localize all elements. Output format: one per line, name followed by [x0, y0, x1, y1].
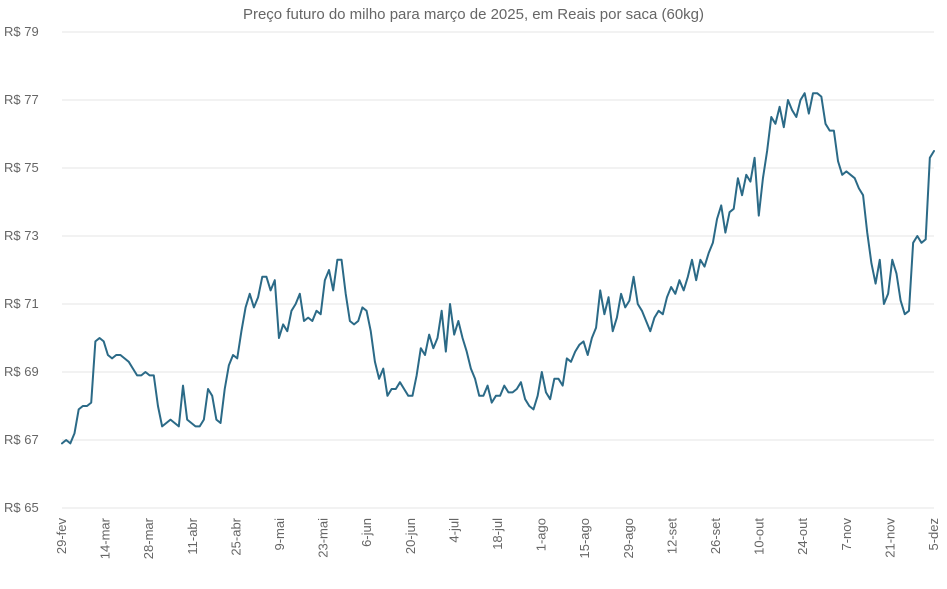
x-tick-label: 1-ago — [534, 518, 549, 551]
x-tick: 26-set — [708, 518, 723, 555]
x-tick-label: 23-mai — [316, 518, 331, 558]
x-tick: 14-mar — [98, 517, 113, 559]
price-series-line — [62, 93, 934, 443]
x-tick-label: 29-fev — [54, 518, 69, 555]
x-tick: 18-jul — [490, 518, 505, 550]
y-tick-label: R$ 79 — [4, 24, 39, 39]
y-tick-label: R$ 75 — [4, 160, 39, 175]
x-tick-label: 4-jul — [446, 518, 461, 543]
x-tick: 15-ago — [577, 518, 592, 558]
y-tick-label: R$ 67 — [4, 432, 39, 447]
y-tick-label: R$ 73 — [4, 228, 39, 243]
x-tick-label: 26-set — [708, 518, 723, 555]
x-tick: 6-jun — [359, 518, 374, 547]
x-tick-label: 29-ago — [621, 518, 636, 558]
x-tick: 29-fev — [54, 518, 69, 555]
x-tick: 25-abr — [228, 517, 243, 555]
x-tick-label: 12-set — [664, 518, 679, 555]
x-tick-label: 9-mai — [272, 518, 287, 551]
x-tick: 4-jul — [446, 518, 461, 543]
x-tick: 1-ago — [534, 518, 549, 551]
y-tick: R$ 73 — [4, 228, 39, 243]
y-tick: R$ 69 — [4, 364, 39, 379]
y-tick: R$ 79 — [4, 24, 39, 39]
x-tick-label: 5-dez — [926, 518, 941, 551]
x-tick: 29-ago — [621, 518, 636, 558]
x-tick-label: 11-abr — [185, 517, 200, 554]
x-tick: 9-mai — [272, 518, 287, 551]
x-tick: 20-jun — [403, 518, 418, 554]
x-tick-label: 25-abr — [228, 517, 243, 555]
y-tick-label: R$ 65 — [4, 500, 39, 515]
x-tick: 28-mar — [141, 517, 156, 559]
y-tick: R$ 65 — [4, 500, 39, 515]
chart-container: Preço futuro do milho para março de 2025… — [0, 0, 947, 589]
x-tick-label: 18-jul — [490, 518, 505, 550]
y-tick-label: R$ 77 — [4, 92, 39, 107]
x-tick: 10-out — [752, 518, 767, 555]
x-tick: 23-mai — [316, 518, 331, 558]
y-tick-label: R$ 71 — [4, 296, 39, 311]
x-tick-label: 21-nov — [882, 518, 897, 558]
x-tick: 12-set — [664, 518, 679, 555]
x-tick: 24-out — [795, 518, 810, 555]
x-tick-label: 24-out — [795, 518, 810, 555]
y-tick: R$ 75 — [4, 160, 39, 175]
x-tick-label: 7-nov — [839, 518, 854, 551]
x-tick-label: 15-ago — [577, 518, 592, 558]
x-tick-label: 10-out — [752, 518, 767, 555]
y-tick: R$ 71 — [4, 296, 39, 311]
y-tick: R$ 67 — [4, 432, 39, 447]
x-tick-label: 14-mar — [98, 517, 113, 559]
x-tick-label: 20-jun — [403, 518, 418, 554]
x-tick: 5-dez — [926, 518, 941, 551]
chart-svg: R$ 65 R$ 67 R$ 69 R$ 71 R$ 73 R$ 75 R$ 77 R$ 79… — [0, 0, 947, 589]
x-tick: 11-abr — [185, 517, 200, 554]
x-tick: 7-nov — [839, 518, 854, 551]
x-tick: 21-nov — [882, 518, 897, 558]
y-tick-label: R$ 69 — [4, 364, 39, 379]
x-tick-label: 28-mar — [141, 517, 156, 559]
y-tick: R$ 77 — [4, 92, 39, 107]
x-tick-label: 6-jun — [359, 518, 374, 547]
